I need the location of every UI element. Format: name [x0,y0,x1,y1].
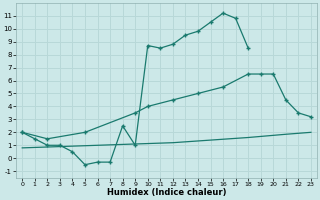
X-axis label: Humidex (Indice chaleur): Humidex (Indice chaleur) [107,188,226,197]
